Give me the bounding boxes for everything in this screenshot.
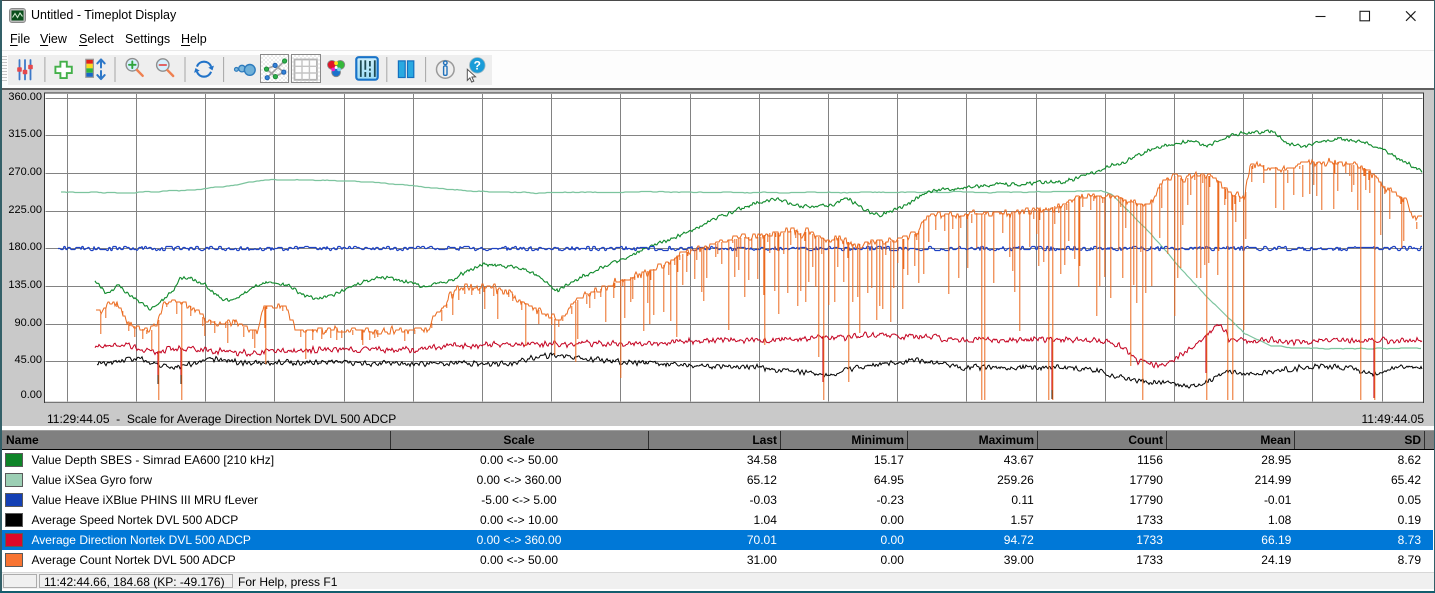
svg-text:?: ? [474, 59, 481, 73]
